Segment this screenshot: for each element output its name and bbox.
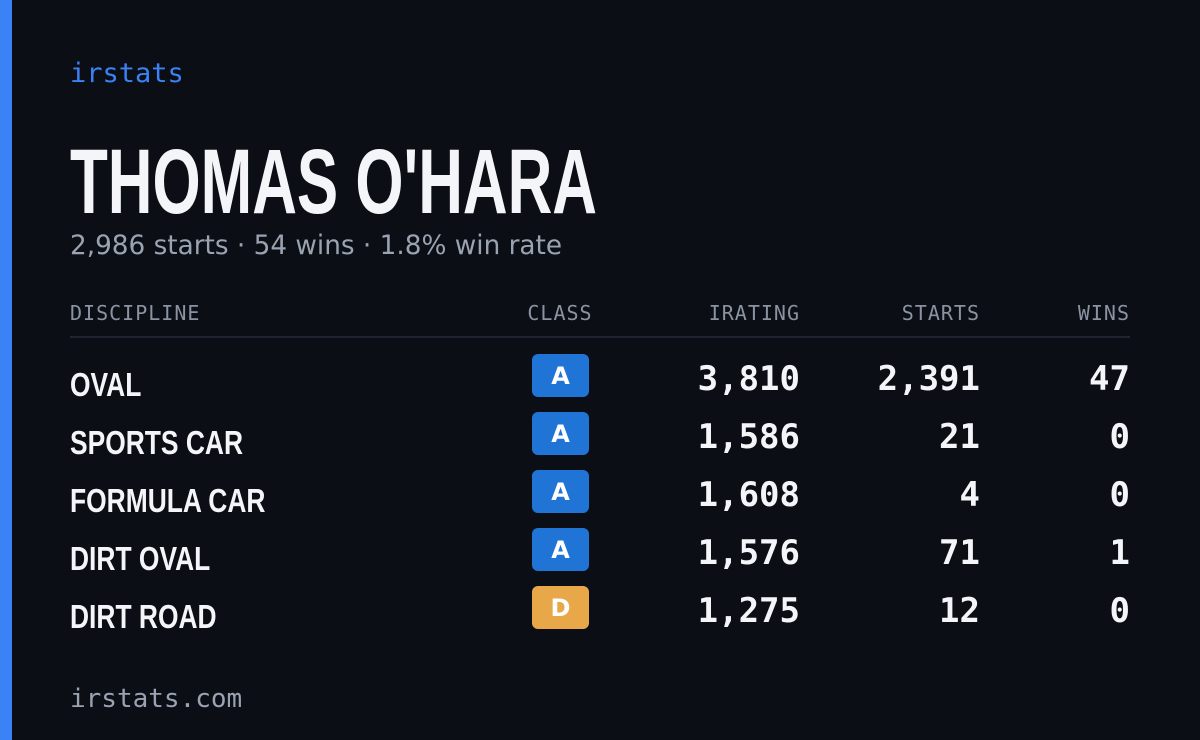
starts-value: 4 <box>960 475 980 515</box>
wins-value: 1 <box>1110 533 1130 573</box>
column-header: STARTS <box>902 301 980 325</box>
class-badge <box>532 470 589 513</box>
footer: irstats.com <box>70 684 242 714</box>
irating-value: 1,275 <box>698 591 800 631</box>
irating-value: 1,576 <box>698 533 800 573</box>
starts-value: 71 <box>939 533 980 573</box>
discipline: DIRT ROAD <box>70 599 217 635</box>
class-letter: A <box>551 536 570 564</box>
class-badge <box>532 354 589 397</box>
class-letter: A <box>551 478 570 506</box>
class-letter: A <box>551 420 570 448</box>
column-header: WINS <box>1078 301 1130 325</box>
class-badge <box>532 412 589 455</box>
brand: irstats <box>70 58 184 89</box>
discipline: SPORTS CAR <box>70 425 243 461</box>
class-badge <box>532 528 589 571</box>
irating-value: 3,810 <box>698 359 800 399</box>
discipline: OVAL <box>70 367 141 403</box>
wins-value: 0 <box>1110 475 1130 515</box>
column-header: DISCIPLINE <box>70 301 200 325</box>
starts-value: 21 <box>939 417 980 457</box>
wins-value: 0 <box>1110 591 1130 631</box>
accent-bar <box>0 0 12 740</box>
column-header: CLASS <box>527 301 592 325</box>
wins-value: 0 <box>1110 417 1130 457</box>
discipline: FORMULA CAR <box>70 483 265 519</box>
driver-summary: 2,986 starts · 54 wins · 1.8% win rate <box>70 230 562 261</box>
starts-value: 2,391 <box>878 359 980 399</box>
column-header: IRATING <box>709 301 800 325</box>
wins-value: 47 <box>1089 359 1130 399</box>
class-letter: A <box>551 362 570 390</box>
class-badge <box>532 586 589 629</box>
irating-value: 1,608 <box>698 475 800 515</box>
discipline: DIRT OVAL <box>70 541 210 577</box>
starts-value: 12 <box>939 591 980 631</box>
irating-value: 1,586 <box>698 417 800 457</box>
driver-name: THOMAS O'HARA <box>70 131 597 233</box>
class-letter: D <box>551 594 571 622</box>
